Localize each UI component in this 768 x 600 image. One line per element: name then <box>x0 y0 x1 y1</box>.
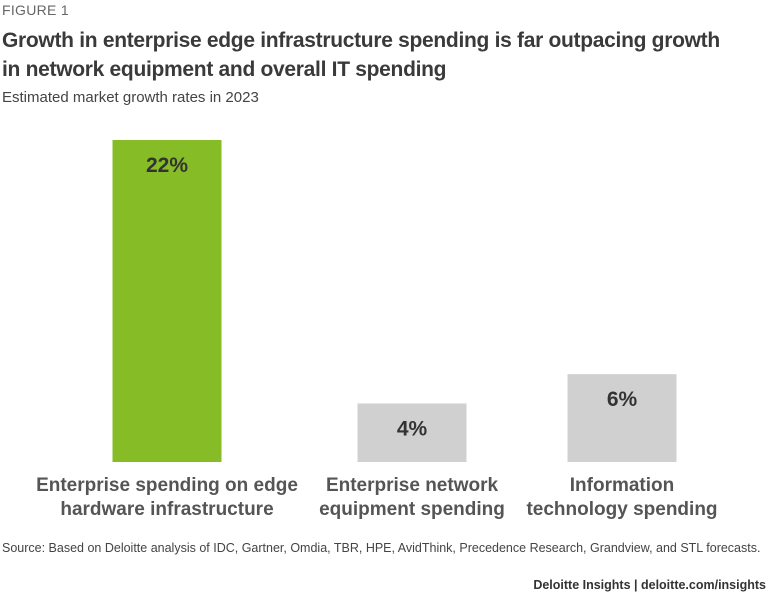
source-note: Source: Based on Deloitte analysis of ID… <box>2 541 761 555</box>
bar-2 <box>357 403 467 462</box>
bar-3 <box>567 374 677 462</box>
category-label-2: equipment spending <box>319 499 505 520</box>
data-label-1: 22% <box>146 154 188 177</box>
bar-chart: 22% Enterprise spending on edge hardware i… <box>36 140 718 520</box>
data-label-3: 6% <box>607 388 638 411</box>
chart-title: Growth in enterprise edge infrastructure… <box>2 29 720 81</box>
figure-label: FIGURE 1 <box>2 2 69 18</box>
bar-1 <box>112 140 222 462</box>
category-label-2: Enterprise network <box>326 475 499 496</box>
category-label-3: technology spending <box>526 499 717 520</box>
category-label-1: Enterprise spending on edge <box>36 475 298 496</box>
category-label-1: hardware infrastructure <box>60 499 273 520</box>
category-label-3: Information <box>570 475 675 496</box>
chart-subtitle: Estimated market growth rates in 2023 <box>2 89 259 106</box>
data-label-2: 4% <box>397 417 428 440</box>
footer-credit: Deloitte Insights | deloitte.com/insight… <box>533 578 766 592</box>
